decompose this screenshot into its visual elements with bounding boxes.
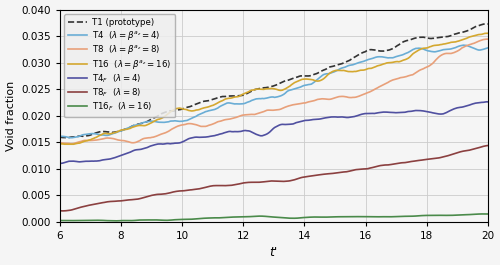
Y-axis label: Void fraction: Void fraction <box>6 81 16 151</box>
X-axis label: t': t' <box>270 246 278 259</box>
Legend: T1 (prototype), T4  ($\lambda = \beta^{a_z} = 4$), T8  ($\lambda = \beta^{a_z} =: T1 (prototype), T4 ($\lambda = \beta^{a_… <box>64 14 176 117</box>
